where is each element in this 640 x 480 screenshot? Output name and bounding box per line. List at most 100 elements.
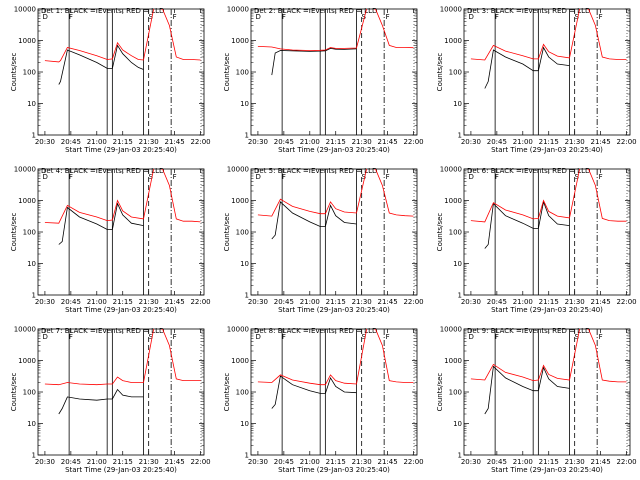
x-tick-label: 22:00 (190, 298, 210, 306)
plot-frame (37, 328, 205, 456)
y-tick-label: 10000 (227, 5, 249, 13)
interval-marker-label: D (256, 13, 261, 21)
panel-title: Det 2: BLACK = Events, RED = LLD (254, 7, 377, 15)
panel-det-5: Det 5: BLACK = Events, RED = LLD 20:30 20:… (223, 165, 424, 314)
x-axis-label: Start Time (29-Jan-03 20:25:40) (65, 146, 177, 154)
x-tick-label: 21:15 (326, 138, 346, 146)
series-line-events (58, 202, 144, 245)
y-tick-label: 10000 (227, 165, 249, 173)
x-tick-label: 20:30 (35, 138, 55, 146)
x-tick-label: 21:45 (591, 458, 611, 466)
y-tick-label: 10000 (14, 325, 36, 333)
interval-marker-label: F (599, 13, 603, 21)
x-tick-label: 20:45 (487, 458, 507, 466)
y-tick-label: 1000 (231, 37, 249, 45)
interval-marker-label: F (282, 13, 286, 21)
x-tick-label: 21:45 (591, 138, 611, 146)
panel-det-3: Det 3: BLACK = Events, RED = LLD 20:30 20:… (436, 5, 637, 154)
x-tick-label: 20:30 (461, 458, 481, 466)
panel-title: Det 6: BLACK = Events, RED = LLD (467, 167, 590, 175)
y-axis-label: Counts/sec (10, 373, 18, 412)
plot-frame (250, 328, 418, 456)
x-tick-label: 20:45 (274, 458, 294, 466)
y-tick-label: 1000 (231, 197, 249, 205)
y-axis-label: Counts/sec (223, 373, 231, 412)
x-tick-label: 20:30 (248, 458, 268, 466)
x-tick-label: 21:30 (139, 138, 159, 146)
series-line-events (58, 44, 144, 85)
interval-marker-label: F (495, 333, 499, 341)
x-tick-label: 22:00 (190, 138, 210, 146)
interval-marker-label: S (574, 173, 579, 181)
x-tick-label: 20:30 (35, 458, 55, 466)
interval-marker-label: F (173, 13, 177, 21)
interval-marker-label: S (361, 333, 366, 341)
x-tick-label: 22:00 (190, 458, 210, 466)
y-tick-label: 1 (245, 451, 249, 459)
x-tick-label: 21:45 (378, 138, 398, 146)
x-tick-label: 21:15 (539, 298, 559, 306)
x-axis-label: Start Time (29-Jan-03 20:25:40) (65, 466, 177, 474)
interval-marker-label: F (282, 333, 286, 341)
panel-det-6: Det 6: BLACK = Events, RED = LLD 20:30 20:… (436, 165, 637, 314)
y-tick-label: 100 (449, 228, 462, 236)
y-tick-label: 10 (453, 260, 462, 268)
y-tick-label: 10 (27, 420, 36, 428)
x-tick-label: 21:30 (565, 458, 585, 466)
x-tick-label: 21:00 (87, 458, 107, 466)
interval-marker-label: S (574, 13, 579, 21)
series-line-lld (44, 329, 201, 386)
interval-marker-label: D (256, 173, 261, 181)
x-tick-label: 21:30 (352, 458, 372, 466)
x-axis-label: Start Time (29-Jan-03 20:25:40) (491, 306, 603, 314)
series-line-events (271, 201, 357, 240)
y-tick-label: 1 (245, 291, 249, 299)
x-tick-label: 21:45 (378, 298, 398, 306)
x-tick-label: 22:00 (616, 298, 636, 306)
panel-det-1: Det 1: BLACK = Events, RED = LLD 20:30 20:… (10, 5, 211, 154)
interval-marker-label: S (148, 13, 153, 21)
y-tick-label: 100 (23, 68, 36, 76)
interval-marker-label: F (599, 173, 603, 181)
y-tick-label: 1000 (231, 357, 249, 365)
y-axis-label: Counts/sec (436, 53, 444, 92)
x-tick-label: 21:00 (300, 458, 320, 466)
interval-marker-label: D (43, 173, 48, 181)
x-tick-label: 21:00 (513, 138, 533, 146)
panel-title: Det 4: BLACK = Events, RED = LLD (41, 167, 164, 175)
interval-marker-label: F (282, 173, 286, 181)
y-tick-label: 1 (458, 291, 462, 299)
x-tick-label: 21:00 (87, 138, 107, 146)
y-tick-label: 10 (240, 420, 249, 428)
interval-marker-label: F (386, 333, 390, 341)
y-tick-label: 10 (453, 100, 462, 108)
x-tick-label: 21:45 (591, 298, 611, 306)
y-tick-label: 1000 (18, 37, 36, 45)
x-tick-label: 21:00 (300, 138, 320, 146)
x-tick-label: 21:15 (326, 458, 346, 466)
interval-marker-label: F (173, 333, 177, 341)
y-tick-label: 1 (245, 131, 249, 139)
x-tick-label: 20:45 (61, 138, 81, 146)
y-tick-label: 1000 (444, 357, 462, 365)
y-tick-label: 10000 (440, 165, 462, 173)
x-tick-label: 20:30 (248, 138, 268, 146)
y-tick-label: 10 (453, 420, 462, 428)
interval-marker-label: F (69, 333, 73, 341)
y-tick-label: 100 (23, 228, 36, 236)
y-tick-label: 100 (236, 68, 249, 76)
x-tick-label: 20:45 (487, 138, 507, 146)
panel-title: Det 5: BLACK = Events, RED = LLD (254, 167, 377, 175)
x-tick-label: 21:30 (139, 458, 159, 466)
series-line-events (271, 375, 357, 409)
y-tick-label: 10000 (440, 5, 462, 13)
x-axis-label: Start Time (29-Jan-03 20:25:40) (278, 146, 390, 154)
panel-det-4: Det 4: BLACK = Events, RED = LLD 20:30 20:… (10, 165, 211, 314)
x-tick-label: 21:00 (513, 458, 533, 466)
y-tick-label: 100 (236, 228, 249, 236)
x-tick-label: 21:45 (165, 298, 185, 306)
x-tick-label: 22:00 (616, 458, 636, 466)
x-tick-label: 21:15 (539, 138, 559, 146)
y-tick-label: 1000 (444, 197, 462, 205)
x-tick-label: 21:00 (87, 298, 107, 306)
